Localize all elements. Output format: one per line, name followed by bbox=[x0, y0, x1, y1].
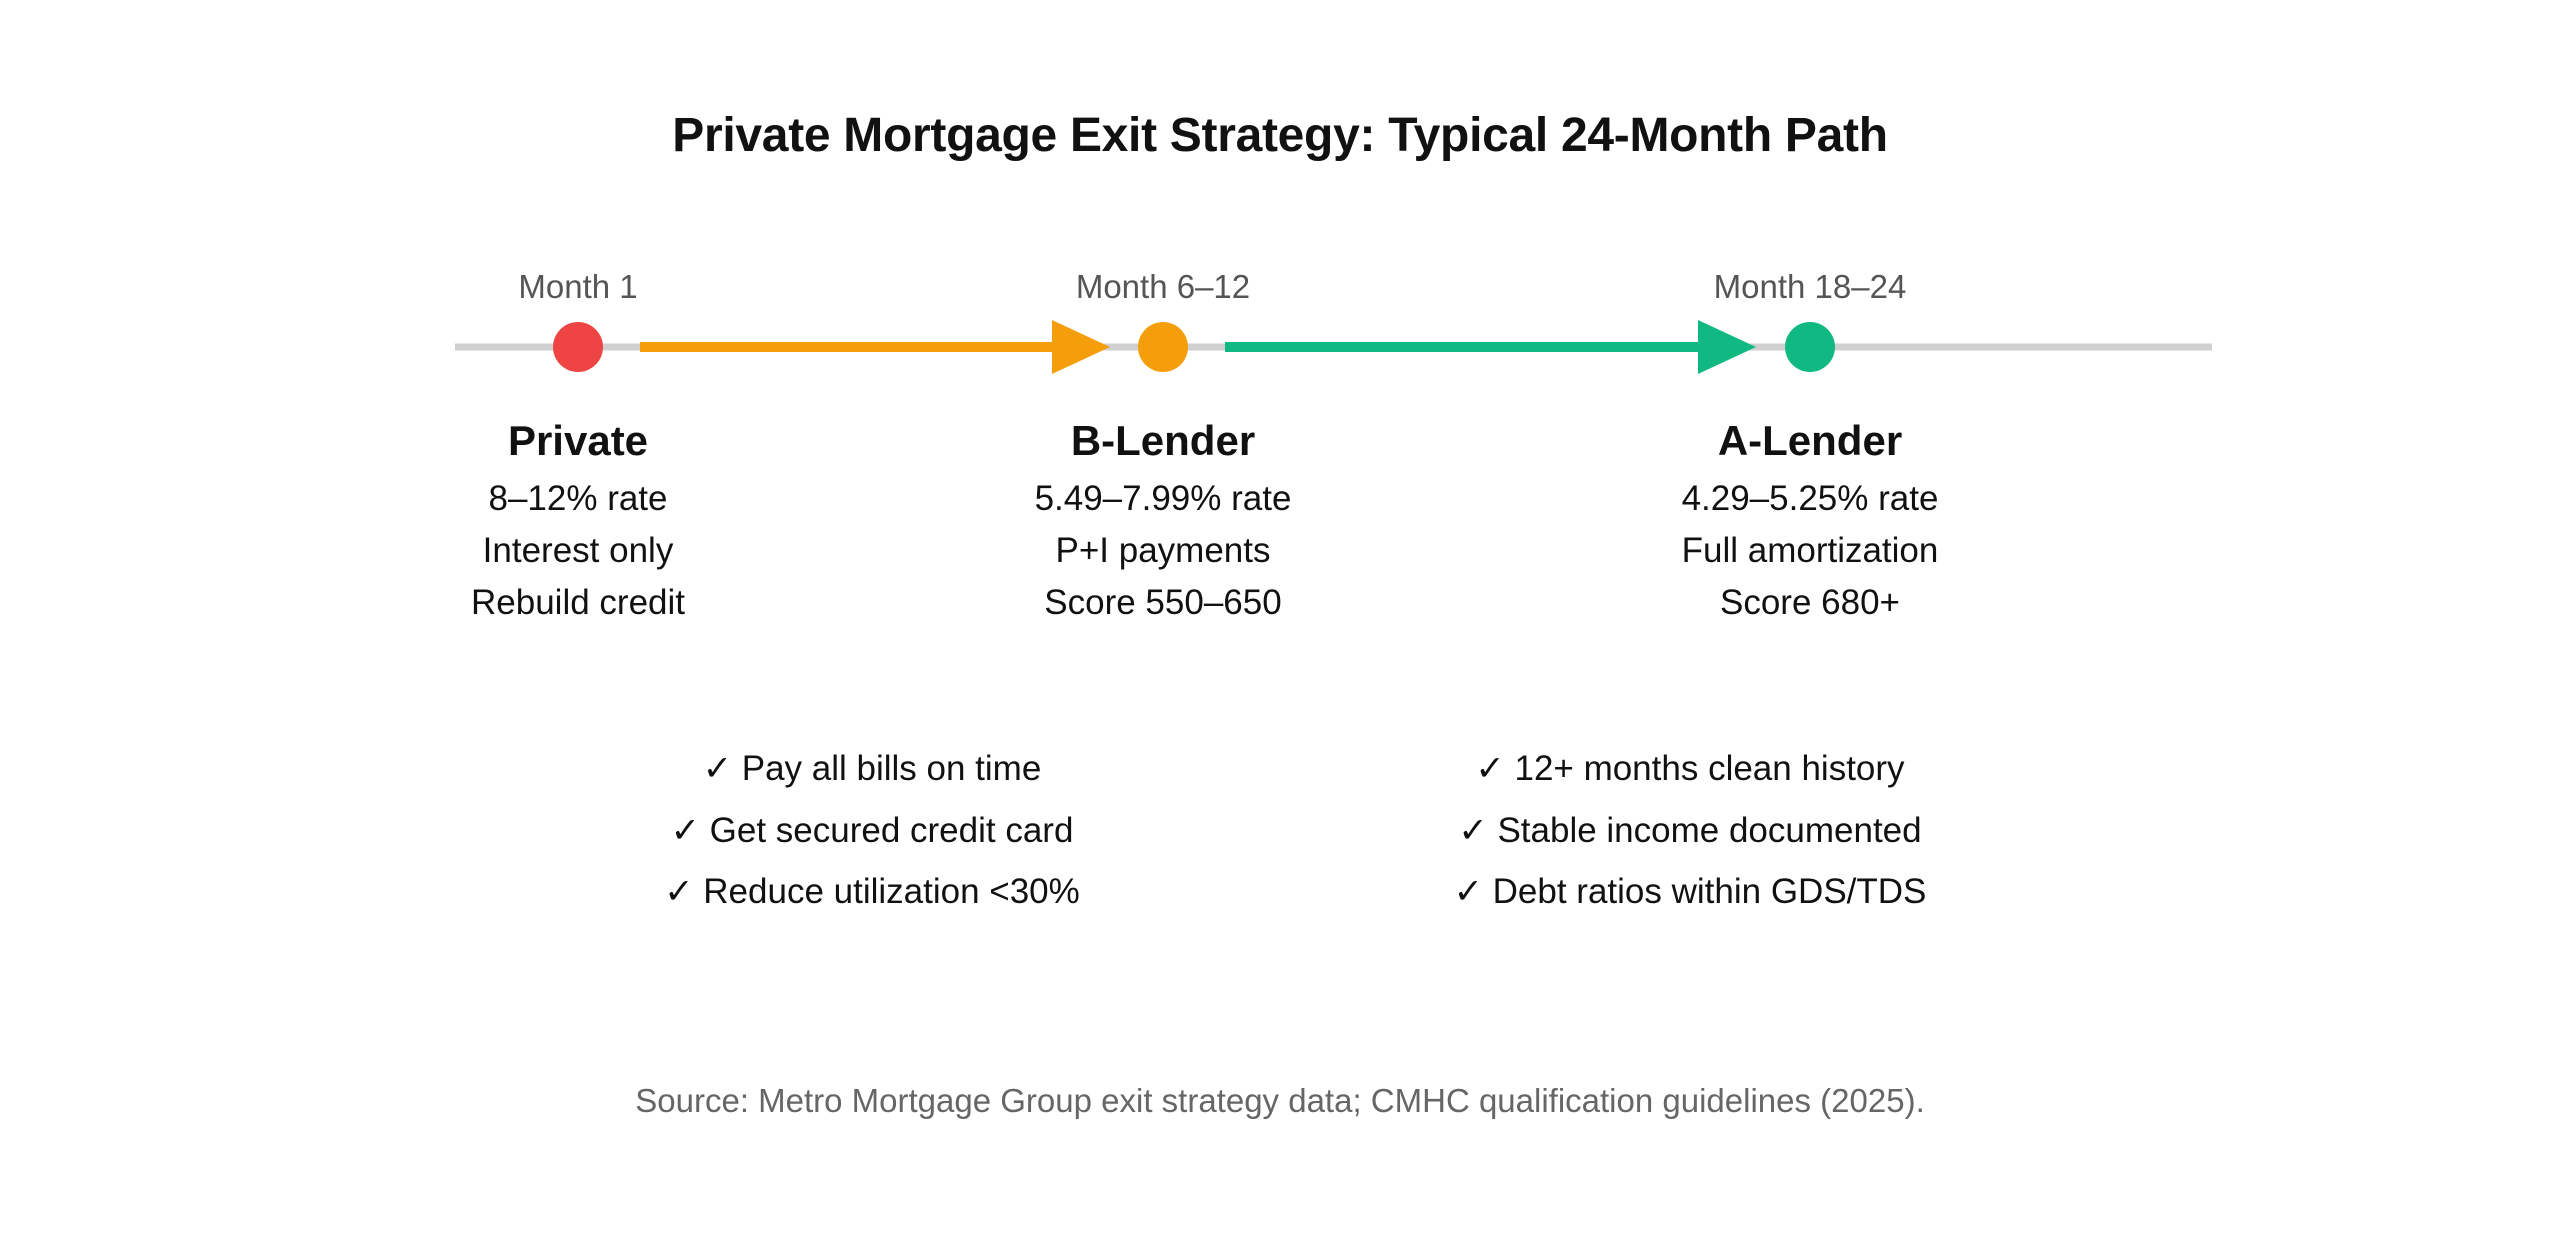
month-label-a-lender: Month 18–24 bbox=[1713, 268, 1907, 305]
month-label-b-lender: Month 6–12 bbox=[1075, 268, 1251, 305]
stage-name: B-Lender bbox=[1070, 417, 1256, 464]
stage-dot-b-lender bbox=[1138, 322, 1188, 372]
stage-payment: Full amortization bbox=[1681, 531, 1939, 570]
checklist-b-to-a: ✓ 12+ months clean history ✓ Stable inco… bbox=[1340, 738, 2040, 923]
stage-requirement: Score 680+ bbox=[1720, 583, 1900, 622]
stage-payment: P+I payments bbox=[1055, 531, 1271, 570]
stage-requirement: Score 550–650 bbox=[1044, 583, 1282, 622]
stage-a-lender: A-Lender 4.29–5.25% rate Full amortizati… bbox=[1580, 415, 2040, 629]
checklist-item: ✓ Pay all bills on time bbox=[702, 749, 1042, 788]
arrow-b-to-a-head bbox=[1698, 320, 1756, 374]
stage-name: Private bbox=[507, 417, 649, 464]
stage-rate: 8–12% rate bbox=[488, 479, 668, 518]
stage-requirement: Rebuild credit bbox=[471, 583, 685, 622]
stage-rate: 4.29–5.25% rate bbox=[1681, 479, 1939, 518]
checklist-item: ✓ Debt ratios within GDS/TDS bbox=[1453, 872, 1927, 911]
stage-dot-private bbox=[553, 322, 603, 372]
stage-rate: 5.49–7.99% rate bbox=[1034, 479, 1292, 518]
stage-b-lender: B-Lender 5.49–7.99% rate P+I payments Sc… bbox=[933, 415, 1393, 629]
checklist-item: ✓ Get secured credit card bbox=[670, 810, 1074, 850]
checklist-item: ✓ 12+ months clean history bbox=[1475, 749, 1905, 788]
checklist-item: ✓ Stable income documented bbox=[1458, 810, 1922, 850]
arrow-private-to-b-head bbox=[1052, 320, 1110, 374]
stage-dot-a-lender bbox=[1785, 322, 1835, 372]
source-note: Source: Metro Mortgage Group exit strate… bbox=[635, 1082, 1925, 1119]
stage-name: A-Lender bbox=[1717, 417, 1903, 464]
stage-payment: Interest only bbox=[482, 531, 674, 570]
stage-private: Private 8–12% rate Interest only Rebuild… bbox=[348, 415, 808, 629]
month-label-private: Month 1 bbox=[518, 268, 638, 305]
checklist-private-to-b: ✓ Pay all bills on time ✓ Get secured cr… bbox=[522, 738, 1222, 923]
checklist-item: ✓ Reduce utilization <30% bbox=[664, 872, 1080, 911]
page-title: Private Mortgage Exit Strategy: Typical … bbox=[672, 109, 1888, 162]
